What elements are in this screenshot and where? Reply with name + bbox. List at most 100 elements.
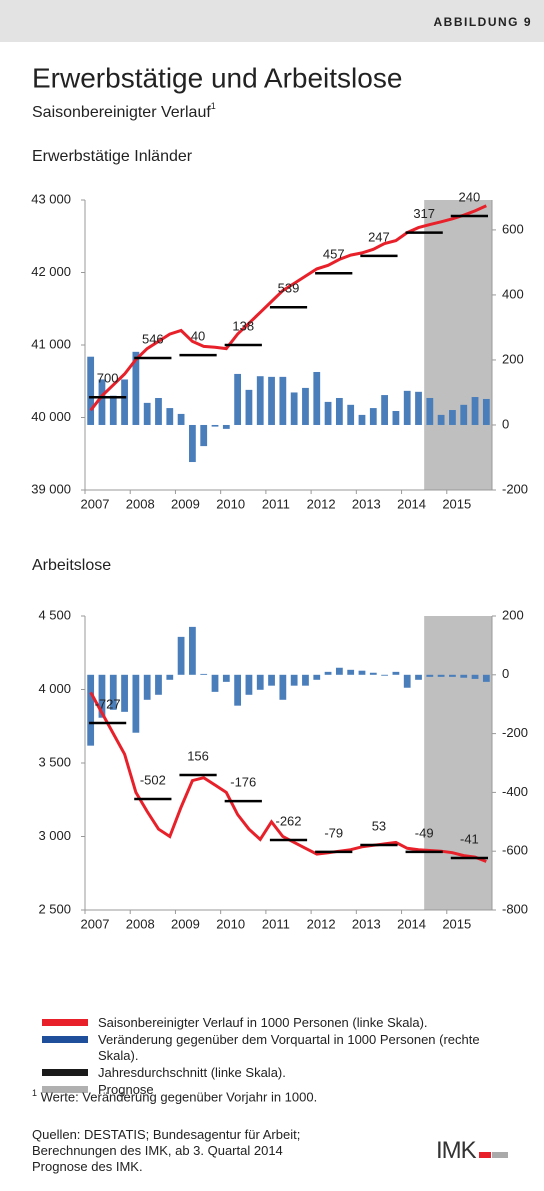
annual-change-label: -176 <box>230 775 256 790</box>
y-tick-label: 3 500 <box>38 754 71 769</box>
bar <box>392 671 400 675</box>
y2-tick-label: 0 <box>502 666 509 681</box>
y-tick-label: 42 000 <box>31 264 71 279</box>
bar <box>132 351 140 425</box>
x-tick-label: 2008 <box>126 496 155 511</box>
bar <box>302 674 309 686</box>
y2-tick-label: 0 <box>502 416 509 431</box>
bar <box>211 424 219 427</box>
x-tick-label: 2012 <box>307 496 336 511</box>
bar <box>449 410 456 425</box>
annual-change-label: 138 <box>232 318 254 333</box>
bar <box>471 674 479 679</box>
x-tick-label: 2013 <box>352 496 381 511</box>
x-tick-label: 2007 <box>81 496 110 511</box>
y2-tick-label: 600 <box>502 221 524 236</box>
annual-change-label: 700 <box>97 371 119 386</box>
bar <box>313 674 321 680</box>
legend-item: Veränderung gegenüber dem Vorquartal in … <box>42 1032 512 1064</box>
bar <box>132 674 140 733</box>
bar <box>426 674 434 677</box>
bar <box>245 389 253 425</box>
logo-gray <box>491 1152 508 1158</box>
y-tick-label: 4 500 <box>38 607 71 622</box>
bar <box>369 408 377 425</box>
annual-change-label: -79 <box>324 825 343 840</box>
bar <box>200 424 208 447</box>
bar <box>290 674 298 686</box>
subtitle-sup: 1 <box>211 101 216 111</box>
bar <box>415 391 422 425</box>
y2-tick-label: 200 <box>502 351 524 366</box>
bar <box>109 674 117 710</box>
bar <box>177 413 185 425</box>
annual-change-label: 40 <box>191 329 205 344</box>
bar <box>121 379 128 425</box>
bar <box>471 397 479 425</box>
annual-change-label: -41 <box>460 831 479 846</box>
x-tick-label: 2009 <box>171 496 200 511</box>
forecast-area <box>424 616 492 910</box>
logo: IMK <box>436 1137 508 1165</box>
bar <box>177 636 185 675</box>
footnote: 1 Werte: Veränderung gegenüber Vorjahr i… <box>32 1088 317 1104</box>
subtitle: Saisonbereinigter Verlauf1 <box>32 101 216 121</box>
source-line: Prognose des IMK. <box>32 1159 143 1174</box>
annual-change-label: 240 <box>459 189 481 204</box>
bar <box>166 408 174 425</box>
legend-swatch <box>42 1019 88 1026</box>
y2-tick-label: 200 <box>502 607 524 622</box>
legend-swatch <box>42 1036 88 1043</box>
bar <box>256 376 264 425</box>
source-line: Berechnungen des IMK, ab 3. Quartal 2014 <box>32 1143 283 1158</box>
sources: Quellen: DESTATIS; Bundesagentur für Arb… <box>32 1127 300 1175</box>
x-tick-label: 2015 <box>442 496 471 511</box>
x-tick-label: 2014 <box>397 916 426 931</box>
bar <box>381 674 388 676</box>
bar <box>302 387 309 425</box>
annual-change-label: 156 <box>187 748 209 763</box>
y2-tick-label: -600 <box>502 843 528 858</box>
x-tick-label: 2010 <box>216 496 245 511</box>
bar <box>449 674 456 677</box>
forecast-area <box>424 200 492 490</box>
bar <box>98 379 106 425</box>
bar <box>369 672 377 675</box>
annual-change-label: 457 <box>323 247 345 262</box>
y2-tick-label: -800 <box>502 901 528 916</box>
header-bar: ABBILDUNG 9 <box>0 0 544 42</box>
annual-change-label: 539 <box>278 281 300 296</box>
bar <box>211 674 219 692</box>
logo-text: IMK <box>436 1137 477 1164</box>
y2-tick-label: -400 <box>502 784 528 799</box>
x-tick-label: 2011 <box>262 916 290 931</box>
x-tick-label: 2014 <box>397 496 426 511</box>
y-tick-label: 43 000 <box>31 191 71 206</box>
bar <box>109 395 117 425</box>
x-tick-label: 2010 <box>216 916 245 931</box>
legend: Saisonbereinigter Verlauf in 1000 Person… <box>42 1015 512 1099</box>
legend-label: Saisonbereinigter Verlauf in 1000 Person… <box>98 1015 428 1030</box>
bar <box>381 395 388 425</box>
bar <box>245 674 253 695</box>
bar <box>268 674 275 686</box>
logo-red <box>478 1152 491 1158</box>
footnote-mark: 1 <box>32 1088 38 1098</box>
bar <box>87 674 95 746</box>
charts: Erwerbstätige und Arbeitslose Saisonbere… <box>31 62 528 931</box>
y2-tick-label: -200 <box>502 725 528 740</box>
legend-swatch <box>42 1069 88 1076</box>
bar <box>482 674 490 682</box>
x-tick-label: 2013 <box>352 916 381 931</box>
annual-change-label: -49 <box>415 825 434 840</box>
line <box>89 204 487 412</box>
bar <box>426 397 434 425</box>
chart-title: Arbeitslose <box>32 557 111 574</box>
annual-change-label: 546 <box>142 331 164 346</box>
bar <box>403 390 411 425</box>
title: Erwerbstätige und Arbeitslose <box>32 62 402 93</box>
bar <box>347 669 355 675</box>
bar <box>143 674 151 700</box>
bar <box>279 674 287 700</box>
